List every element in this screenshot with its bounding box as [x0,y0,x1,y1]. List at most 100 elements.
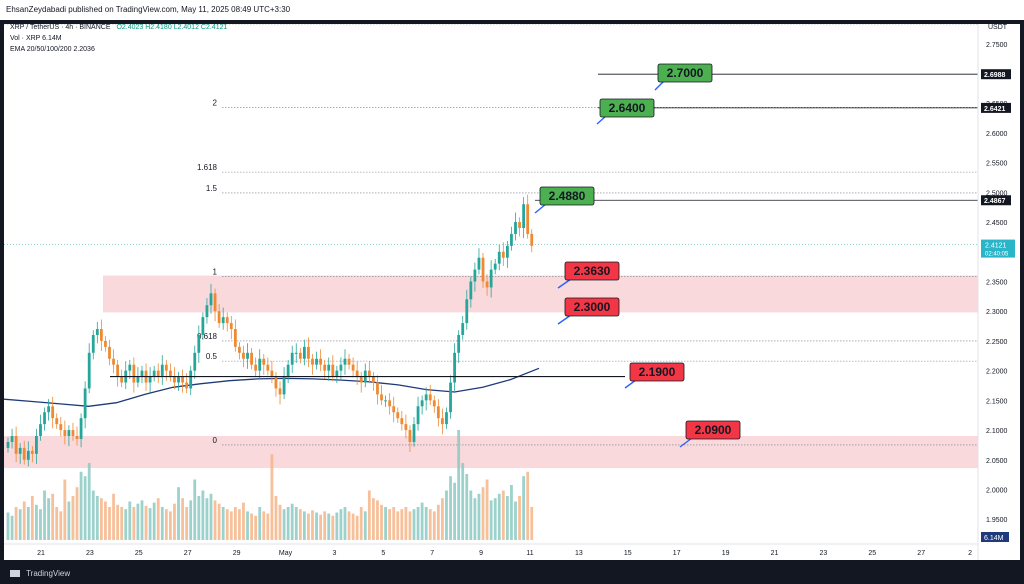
candle [30,446,34,463]
candle [465,289,469,330]
callout-pointer [557,314,572,325]
volume-bar [197,496,201,540]
volume-bar [185,507,189,540]
volume-bar [473,498,477,540]
y-tick-label: 2.3500 [986,279,1008,286]
candle [311,353,314,375]
candle [246,343,249,369]
candle [282,367,286,400]
candle [91,330,95,360]
candle-body [35,436,38,454]
candle [441,408,444,435]
callout-text: 2.6400 [609,101,646,115]
candle-body [388,400,392,407]
volume-bar [392,507,396,540]
candle-body [465,299,469,324]
y-tick-label: 2.5000 [986,190,1008,197]
candle [266,357,270,376]
candle [201,312,205,340]
candle [59,416,63,437]
candle [39,414,42,441]
price-callouts: 2.7000 2.6400 2.4880 2.3630 2.3000 2.1900 2.09… [534,63,741,448]
candle-body [367,370,371,377]
candle-body [302,346,306,359]
x-tick-label: 23 [820,550,828,557]
volume-bar [67,501,71,540]
candle-body [189,370,193,389]
candle [412,416,416,447]
volume-bar [39,509,42,540]
volume-bar [420,502,424,540]
candle-body [266,364,270,371]
candle-body [116,364,120,377]
candle-body [201,317,205,335]
candle [262,353,266,375]
candle [229,315,233,340]
volume-bar [493,498,497,540]
candle-body [392,406,396,413]
callout-2.1900: 2.1900 [624,362,685,389]
volume-bar [363,511,367,540]
candle-body [510,233,513,246]
candle [108,339,111,366]
volume-bar [323,511,327,540]
volume-bar [221,507,225,540]
candle-body [59,424,63,431]
candle-body [501,251,505,258]
candle-body [380,394,383,401]
candle-body [408,430,412,442]
volume-bar [209,493,213,540]
candle-body [441,418,444,425]
callout-text: 2.1900 [639,365,676,379]
candle-body [327,364,331,371]
candle-body [104,340,107,347]
volume-bar [30,496,34,540]
callout-box [564,297,620,317]
candle [388,393,392,415]
candle [436,399,440,427]
candle-body [270,370,274,377]
fib-label-0: 2 [213,98,218,107]
candle [449,375,452,419]
candle [286,359,290,384]
candle-body [140,370,144,377]
volume-bar [116,504,120,540]
candle-body [79,418,83,439]
candle-body [99,329,103,341]
candle [14,426,18,463]
candle-body [461,323,465,335]
candle-body [315,358,318,365]
volume-bar [307,513,310,540]
x-tick-label: 27 [184,550,192,557]
candle [79,413,83,448]
legend-ema: EMA 20/50/100/200 2.2036 [10,46,95,53]
candle [128,359,132,379]
volume-bar [258,507,262,540]
volume-bar [404,507,408,540]
candle [335,365,339,384]
candle [189,365,193,395]
candle-body [22,447,26,460]
volume-bar [380,504,383,540]
volume-bar [246,511,249,540]
volume-bar [347,511,351,540]
volume-bar [95,496,99,540]
candle-body [505,245,509,258]
x-tick-label: 29 [233,550,241,557]
y-tick-label: 2.4500 [986,220,1008,227]
candle-body [238,346,241,353]
candle-body [71,430,75,436]
volume-bar [164,509,168,540]
x-tick-label: 13 [575,550,583,557]
candle [323,359,327,379]
footer-brand: TradingView [26,569,71,578]
volume-bar [441,498,444,540]
volume-bar [35,504,38,540]
candle [453,343,456,391]
candle [404,414,408,439]
x-tick-label: 11 [526,550,533,557]
candle-body [120,376,124,383]
volume-bar [412,509,416,540]
footer-bar: TradingView [0,564,1024,584]
